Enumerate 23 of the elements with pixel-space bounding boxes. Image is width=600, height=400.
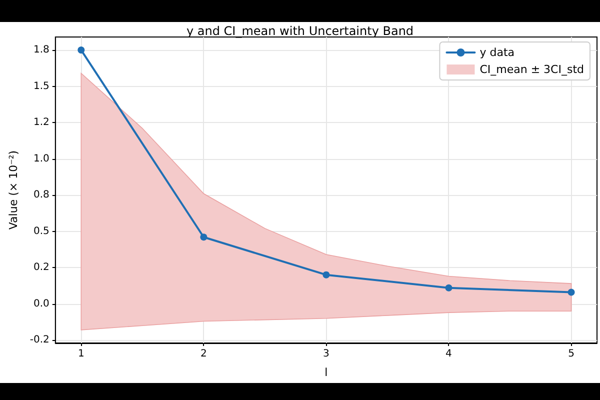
y-tick-label: 1.0 bbox=[34, 153, 50, 164]
point bbox=[445, 284, 452, 292]
legend-label: CI_mean ± 3CI_std bbox=[480, 63, 584, 76]
y-tick-label: -0.2 bbox=[30, 334, 50, 346]
point bbox=[200, 234, 208, 241]
y-tick-label: 0.2 bbox=[34, 262, 50, 274]
y-tick-label: 0.5 bbox=[34, 226, 50, 237]
point bbox=[78, 46, 85, 54]
x-axis-title: l bbox=[324, 366, 328, 379]
y-tick-label: 1.2 bbox=[34, 117, 50, 128]
x-tick-label: 2 bbox=[200, 348, 207, 360]
point bbox=[322, 271, 330, 278]
y-tick-label: 0.0 bbox=[34, 298, 50, 310]
y-tick-label: 0.8 bbox=[34, 190, 50, 201]
x-tick-label: 1 bbox=[78, 348, 84, 360]
y-axis-title: Value (× 10⁻²) bbox=[7, 150, 20, 230]
point bbox=[568, 288, 575, 296]
x-tick-label: 3 bbox=[323, 348, 330, 360]
legend-label: y data bbox=[480, 46, 515, 59]
y-tick-label: 1.8 bbox=[34, 44, 50, 56]
x-tick-label: 4 bbox=[446, 348, 452, 360]
x-tick-label: 5 bbox=[568, 348, 574, 360]
y-tick-label: 1.5 bbox=[34, 80, 50, 92]
